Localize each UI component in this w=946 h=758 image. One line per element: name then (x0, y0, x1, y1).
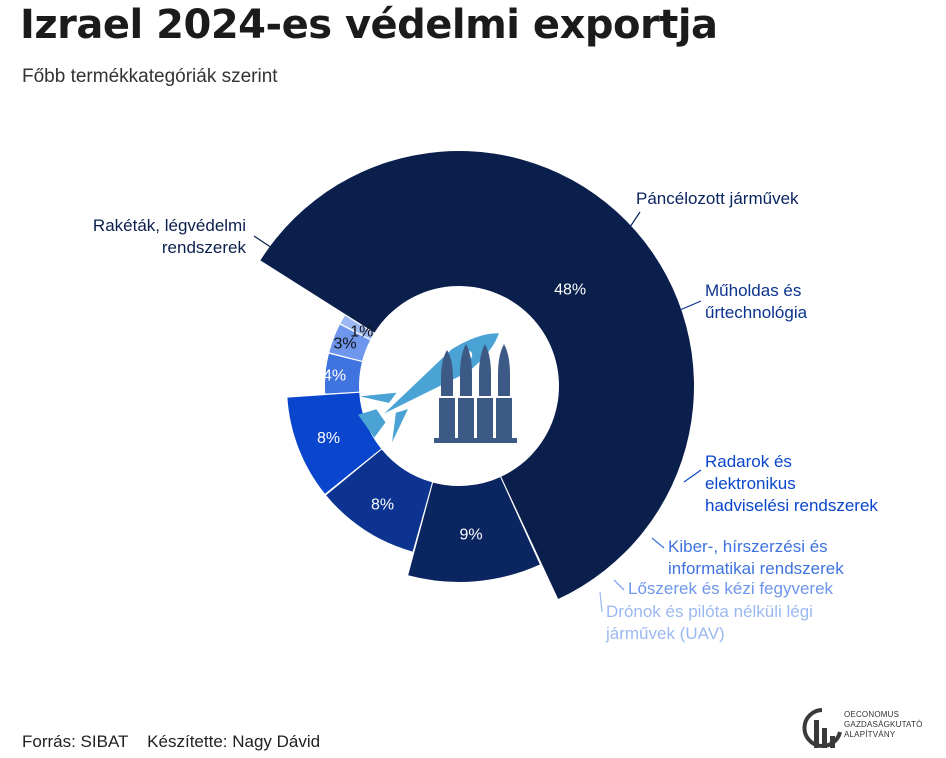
donut-slice (329, 324, 371, 361)
category-label: Páncélozott járművek (636, 189, 799, 208)
leader-line (613, 579, 625, 591)
donut-slice (325, 353, 362, 394)
logo-line: ALAPÍTVÁNY (844, 730, 896, 739)
category-labels-group: Rakéták, légvédelmi rendszerek Páncélozott… (93, 189, 879, 643)
leader-line (679, 300, 702, 311)
donut-slice (287, 392, 382, 494)
category-label: Drónok és pilóta nélküli légi járművek (U… (605, 602, 813, 643)
oeconomus-logo-icon (802, 708, 842, 748)
category-label: Kiber-, hírszerzési és informatikai rends… (668, 537, 844, 578)
logo-line: OECONOMUS (844, 710, 900, 719)
donut-slice (408, 477, 540, 582)
category-label: Rakéták, légvédelmi rendszerek (93, 216, 247, 257)
oeconomus-logo: OECONOMUS GAZDASÁGKUTATÓ ALAPÍTVÁNY (800, 706, 940, 752)
donut-slice (340, 315, 374, 340)
author-text: Készítette: Nagy Dávid (147, 732, 321, 751)
category-label: Lőszerek és kézi fegyverek (628, 579, 834, 598)
logo-line: GAZDASÁGKUTATÓ (844, 720, 923, 729)
percent-labels-group: 48% 9% 8% 8% 4% 3%1% (317, 281, 586, 543)
donut-slice (326, 449, 433, 552)
slice-percent-label: 9% (459, 527, 482, 544)
slice-percent-label: 8% (371, 496, 394, 513)
donut-chart: 48% 9% 8% 8% 4% 3%1% Rakéták, légvédelmi rends… (93, 151, 879, 643)
chart-title: Izrael 2024-es védelmi exportja (20, 2, 718, 48)
slice-percent-label: 3% (333, 336, 356, 353)
rocket-and-ammunition-icon (358, 333, 517, 443)
source-text: Forrás: SIBAT (22, 732, 129, 751)
footer: Forrás: SIBAT Készítette: Nagy Dávid (22, 732, 334, 752)
leader-line (683, 469, 702, 483)
logo-text: OECONOMUS GAZDASÁGKUTATÓ ALAPÍTVÁNY (844, 710, 923, 740)
leader-line (599, 591, 603, 613)
category-label: Műholdas és űrtechnológia (705, 281, 808, 322)
slice-percent-label: 48% (554, 281, 586, 298)
chart-subtitle: Főbb termékkategóriák szerint (22, 66, 278, 87)
leader-line (627, 211, 641, 231)
slice-percent-label: 1% (350, 323, 373, 340)
slices-group (260, 151, 694, 600)
leader-line (253, 235, 273, 249)
donut-slice (260, 151, 694, 600)
slice-percent-label: 8% (317, 430, 340, 447)
slice-percent-label: 4% (323, 367, 346, 384)
category-label: Radarok és elektronikus hadviselési rendsz… (705, 452, 878, 515)
leader-line (651, 537, 665, 549)
